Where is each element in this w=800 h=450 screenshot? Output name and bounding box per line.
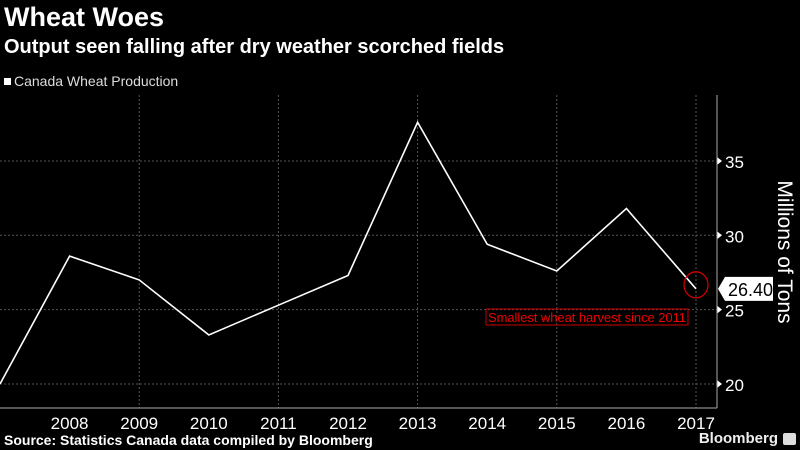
y-tick-label: 35	[725, 153, 744, 172]
last-value-label: 26.40	[728, 280, 773, 300]
y-tick-mark	[717, 231, 722, 240]
last-value-flag	[718, 276, 773, 301]
x-tick-label: 2009	[120, 414, 158, 433]
annotation-box	[485, 308, 689, 326]
x-tick-label: 2013	[399, 414, 437, 433]
y-tick-label: 30	[725, 227, 744, 246]
y-tick-label: 25	[725, 302, 744, 321]
bloomberg-chart-icon	[783, 433, 796, 445]
y-tick-mark	[717, 156, 722, 165]
chart-title: Wheat Woes	[4, 2, 165, 32]
bloomberg-logo: Bloomberg	[698, 430, 778, 447]
y-tick-mark	[717, 305, 722, 314]
x-tick-label: 2015	[538, 414, 576, 433]
y-tick-mark	[717, 380, 722, 388]
series-line	[0, 120, 697, 385]
legend: Canada Wheat Production	[4, 73, 178, 89]
source-note: Source: Statistics Canada data compiled …	[4, 432, 373, 448]
x-tick-label: 2016	[607, 414, 645, 433]
x-tick-label: 2014	[468, 414, 506, 433]
x-tick-label: 2012	[329, 414, 367, 433]
x-tick-label: 2010	[190, 414, 228, 433]
x-tick-label: 2011	[260, 414, 297, 433]
x-tick-label: 2017	[677, 414, 715, 433]
legend-swatch	[4, 78, 11, 85]
y-tick-label: 20	[725, 376, 744, 395]
y-axis-label: Millions of Tons	[773, 180, 796, 323]
highlight-circle	[683, 271, 709, 299]
legend-label: Canada Wheat Production	[14, 73, 179, 89]
annotation-text: Smallest wheat harvest since 2011	[488, 310, 686, 325]
x-tick-label: 2008	[51, 414, 89, 433]
chart-subtitle: Output seen falling after dry weather sc…	[4, 36, 505, 58]
